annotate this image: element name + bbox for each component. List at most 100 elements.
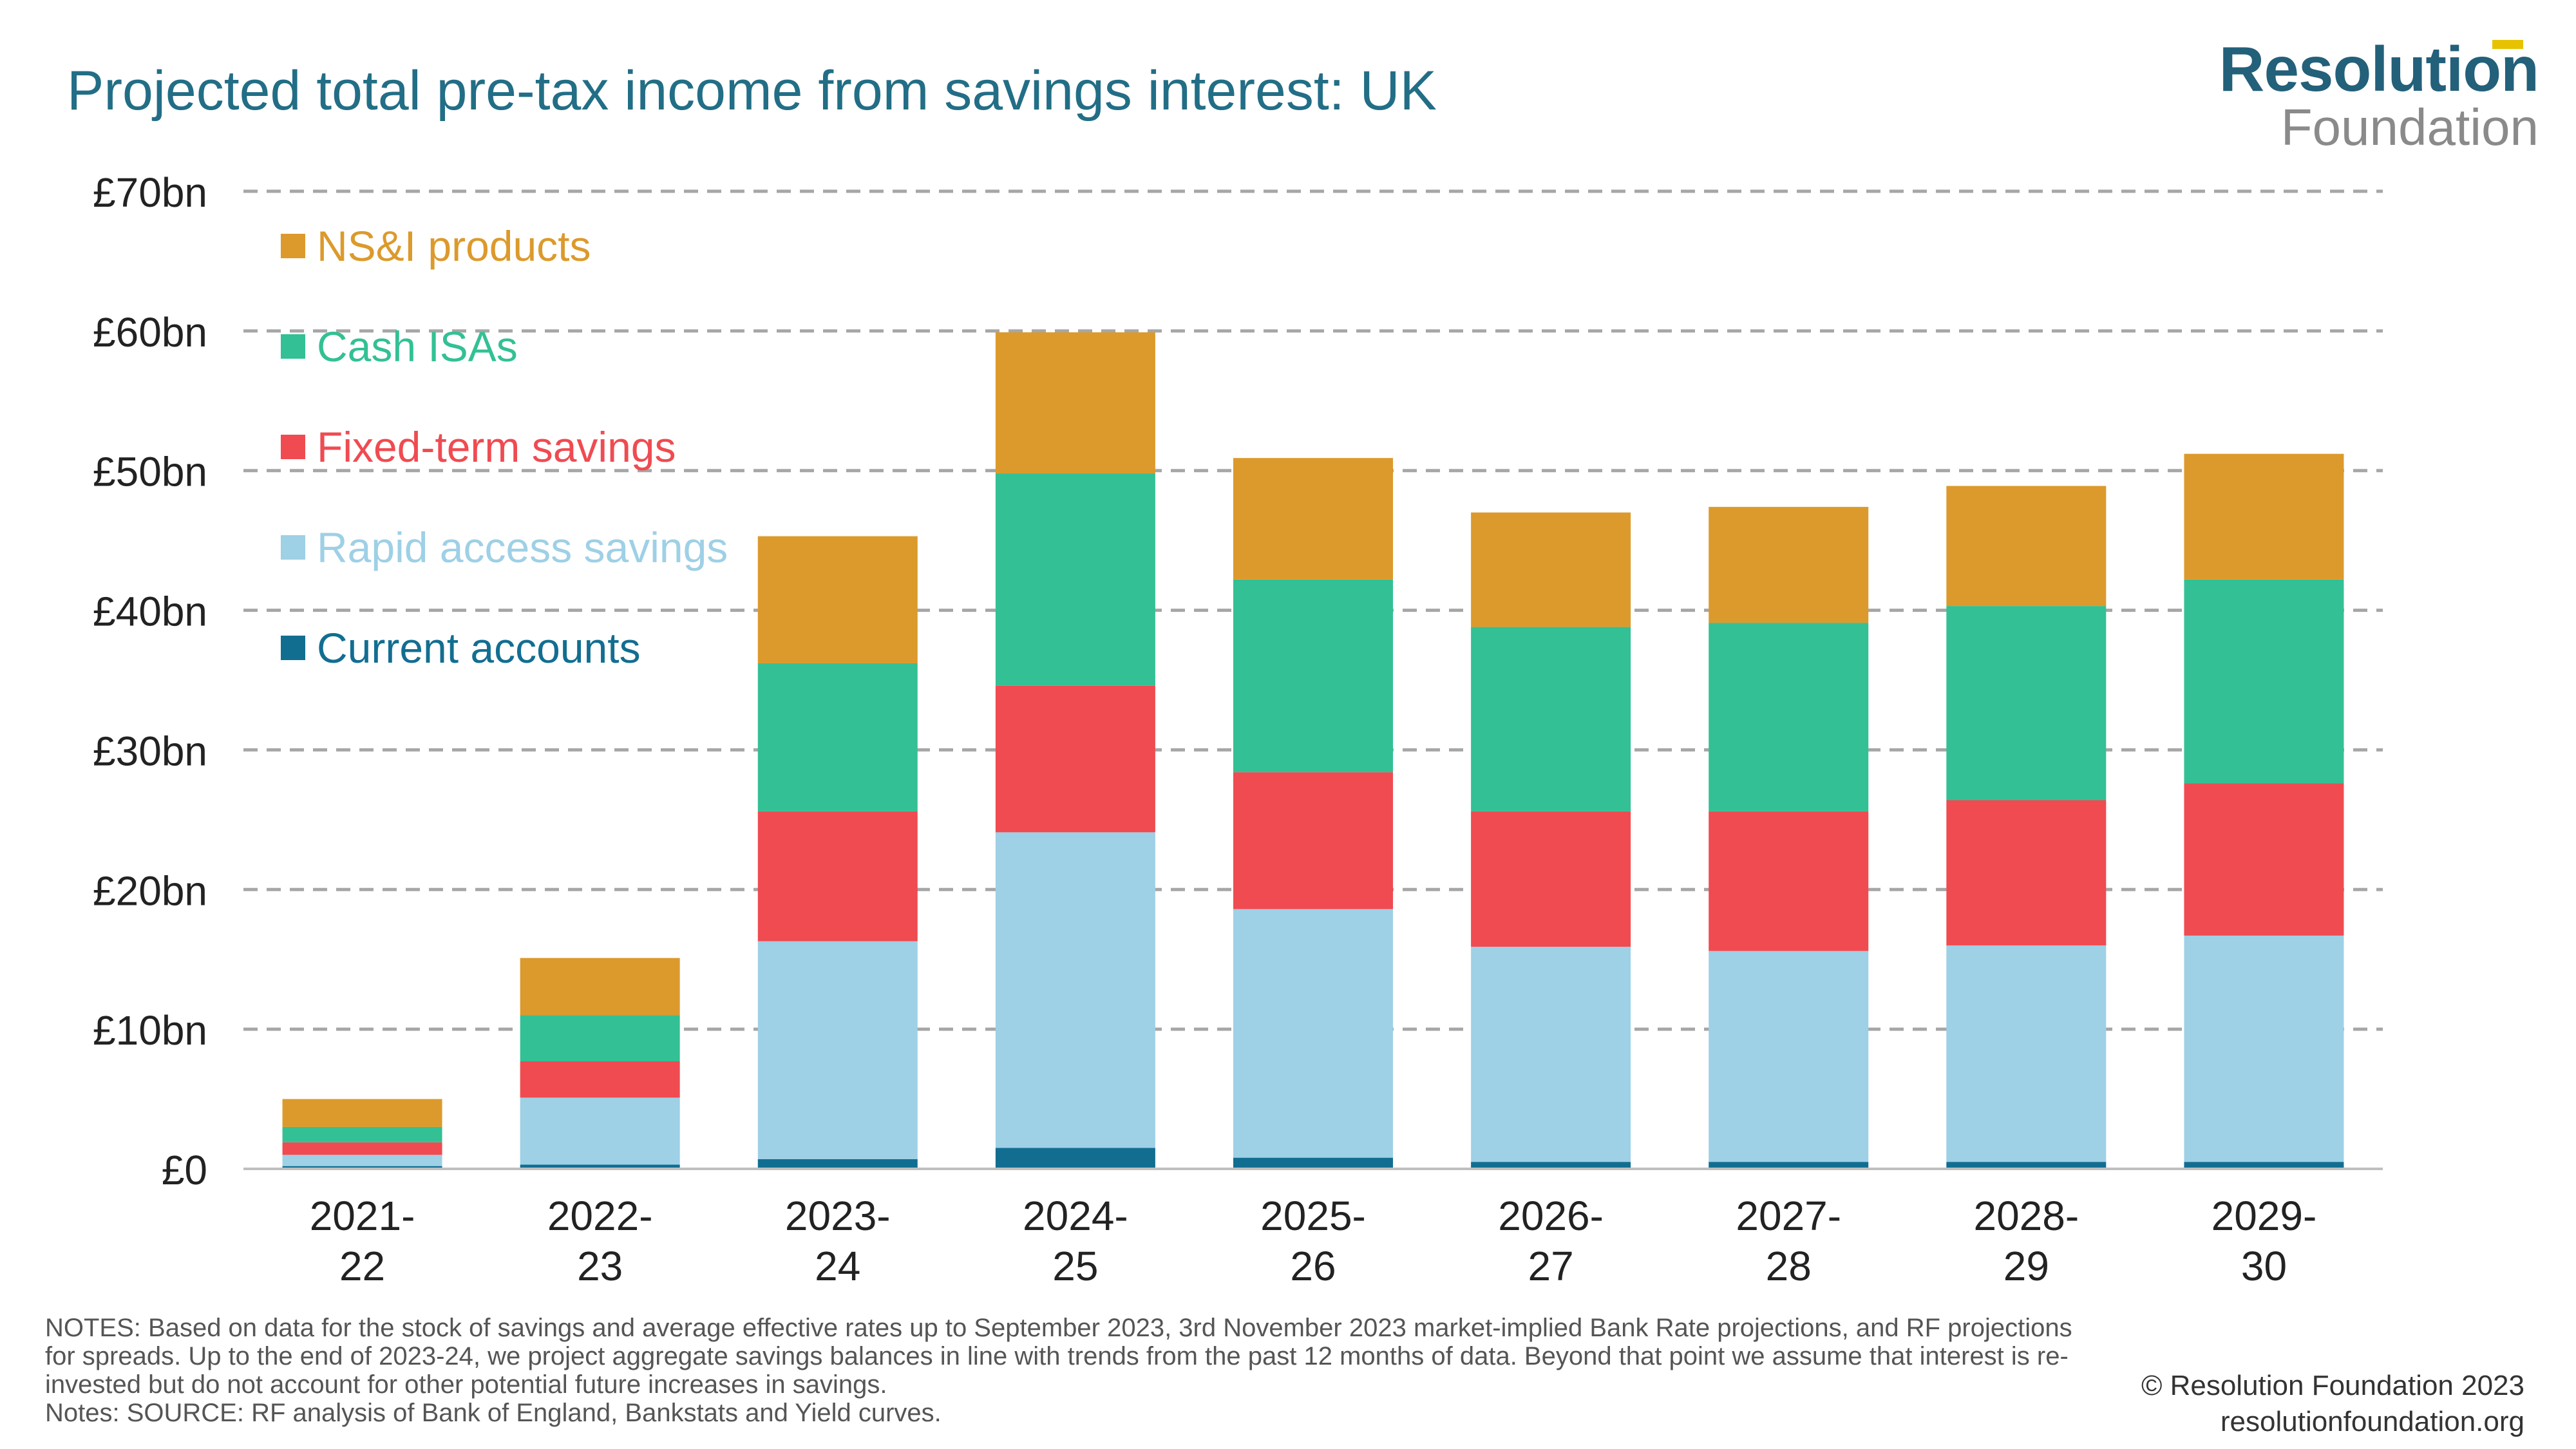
bar-segment bbox=[1709, 1162, 1869, 1169]
bar-segment bbox=[995, 332, 1155, 474]
bar-segment bbox=[1709, 507, 1869, 623]
logo-accent-mark bbox=[2492, 40, 2523, 49]
x-tick-label-line: 23 bbox=[577, 1243, 623, 1289]
y-tick-label: £10bn bbox=[93, 1007, 207, 1054]
x-tick-label-line: 2022- bbox=[547, 1193, 653, 1239]
x-tick-label: 2023-24 bbox=[785, 1193, 891, 1289]
bar-segment bbox=[757, 663, 918, 811]
bar-segment bbox=[1233, 1157, 1393, 1169]
bar-segment bbox=[1946, 606, 2107, 800]
y-tick-label: £40bn bbox=[93, 589, 207, 635]
logo-subtext: Foundation bbox=[2280, 99, 2539, 156]
bar-segment bbox=[1471, 627, 1631, 811]
axes: £0 £10bn £20bn £30bn £40bn £50bn £60bn £70bn 202… bbox=[93, 169, 2383, 1289]
bar-segment bbox=[757, 536, 918, 663]
x-tick-label: 2028-29 bbox=[1973, 1193, 2079, 1289]
x-tick-label-line: 2026- bbox=[1498, 1193, 1604, 1239]
logo-wordmark: Resolution bbox=[2219, 33, 2539, 104]
y-tick-label: £0 bbox=[162, 1147, 207, 1193]
y-tick-label: £70bn bbox=[93, 169, 207, 216]
bar-segment bbox=[282, 1166, 442, 1169]
y-tick-label: £20bn bbox=[93, 867, 207, 914]
y-tick-label: £60bn bbox=[93, 309, 207, 355]
chart-notes: NOTES: Based on data for the stock of sa… bbox=[45, 1314, 2072, 1427]
legend-label: Fixed-term savings bbox=[317, 423, 676, 471]
bar-segment bbox=[2184, 1162, 2344, 1169]
bar-segment bbox=[1233, 458, 1393, 580]
bar-segment bbox=[520, 1164, 680, 1169]
bar-segment bbox=[1709, 951, 1869, 1162]
bar-segment bbox=[520, 958, 680, 1016]
x-tick-label-line: 2021- bbox=[310, 1193, 415, 1239]
bar-segment bbox=[1946, 945, 2107, 1162]
x-tick-label-line: 30 bbox=[2241, 1243, 2287, 1289]
website-link[interactable]: resolutionfoundation.org bbox=[2220, 1406, 2524, 1437]
bar-segment bbox=[995, 473, 1155, 686]
bar-segment bbox=[282, 1155, 442, 1166]
bar-segment bbox=[282, 1142, 442, 1155]
bar-segment bbox=[282, 1099, 442, 1127]
bar-segment bbox=[520, 1015, 680, 1062]
bar-segment bbox=[1233, 772, 1393, 909]
x-tick-label-line: 2023- bbox=[785, 1193, 891, 1239]
legend-label: Current accounts bbox=[317, 624, 641, 672]
x-tick-label-line: 25 bbox=[1052, 1243, 1098, 1289]
bar-segment bbox=[520, 1061, 680, 1098]
bar-segment bbox=[1233, 909, 1393, 1158]
bar-segment bbox=[1471, 947, 1631, 1162]
legend-label: Rapid access savings bbox=[317, 524, 728, 571]
x-tick-label-line: 27 bbox=[1528, 1243, 1574, 1289]
legend: NS&I products Cash ISAs Fixed-term savings… bbox=[281, 222, 728, 672]
legend-label: NS&I products bbox=[317, 222, 591, 270]
bar-segment bbox=[1709, 811, 1869, 951]
legend-label: Cash ISAs bbox=[317, 323, 518, 370]
bar-segment bbox=[1471, 512, 1631, 627]
bar-segment bbox=[2184, 579, 2344, 784]
legend-swatch bbox=[281, 435, 305, 459]
legend-swatch bbox=[281, 234, 305, 258]
bar-segment bbox=[2184, 935, 2344, 1162]
credit-block: © Resolution Foundation 2023 resolutionf… bbox=[2141, 1368, 2524, 1440]
bar-segment bbox=[995, 832, 1155, 1148]
bar-segment bbox=[995, 685, 1155, 833]
bar-segment bbox=[282, 1126, 442, 1142]
x-tick-label-line: 24 bbox=[815, 1243, 860, 1289]
x-tick-label-line: 2025- bbox=[1260, 1193, 1366, 1239]
bars bbox=[282, 332, 2344, 1169]
bar-segment bbox=[1471, 1162, 1631, 1169]
x-tick-label-line: 26 bbox=[1290, 1243, 1336, 1289]
bar-segment bbox=[757, 811, 918, 942]
copyright-text: © Resolution Foundation 2023 bbox=[2141, 1370, 2524, 1401]
x-tick-label: 2022-23 bbox=[547, 1193, 653, 1289]
bar-segment bbox=[2184, 783, 2344, 936]
bar-segment bbox=[1471, 811, 1631, 947]
x-tick-label: 2025-26 bbox=[1260, 1193, 1366, 1289]
bar-segment bbox=[757, 1159, 918, 1169]
x-tick-label: 2027-28 bbox=[1736, 1193, 1841, 1289]
x-tick-label: 2026-27 bbox=[1498, 1193, 1604, 1289]
legend-swatch bbox=[281, 535, 305, 560]
x-tick-label-line: 2027- bbox=[1736, 1193, 1841, 1239]
bar-segment bbox=[757, 941, 918, 1159]
bar-segment bbox=[995, 1148, 1155, 1169]
chart-title: Projected total pre-tax income from savi… bbox=[67, 60, 1437, 122]
x-tick-label-line: 29 bbox=[2003, 1243, 2049, 1289]
x-tick-label: 2024-25 bbox=[1023, 1193, 1128, 1289]
y-tick-label: £50bn bbox=[93, 449, 207, 495]
x-tick-label-line: 2028- bbox=[1973, 1193, 2079, 1239]
bar-segment bbox=[1946, 486, 2107, 607]
x-tick-label: 2029-30 bbox=[2211, 1193, 2317, 1289]
bar-segment bbox=[1709, 623, 1869, 811]
x-tick-label-line: 22 bbox=[339, 1243, 385, 1289]
legend-swatch bbox=[281, 636, 305, 660]
resolution-foundation-logo: Resolution Foundation bbox=[2219, 37, 2539, 155]
legend-swatch bbox=[281, 334, 305, 359]
x-tick-label: 2021-22 bbox=[310, 1193, 415, 1289]
x-tick-label-line: 2024- bbox=[1023, 1193, 1128, 1239]
bar-segment bbox=[1233, 579, 1393, 773]
y-tick-label: £30bn bbox=[93, 728, 207, 774]
x-tick-label-line: 28 bbox=[1766, 1243, 1812, 1289]
bar-segment bbox=[2184, 453, 2344, 580]
bar-segment bbox=[1946, 800, 2107, 946]
